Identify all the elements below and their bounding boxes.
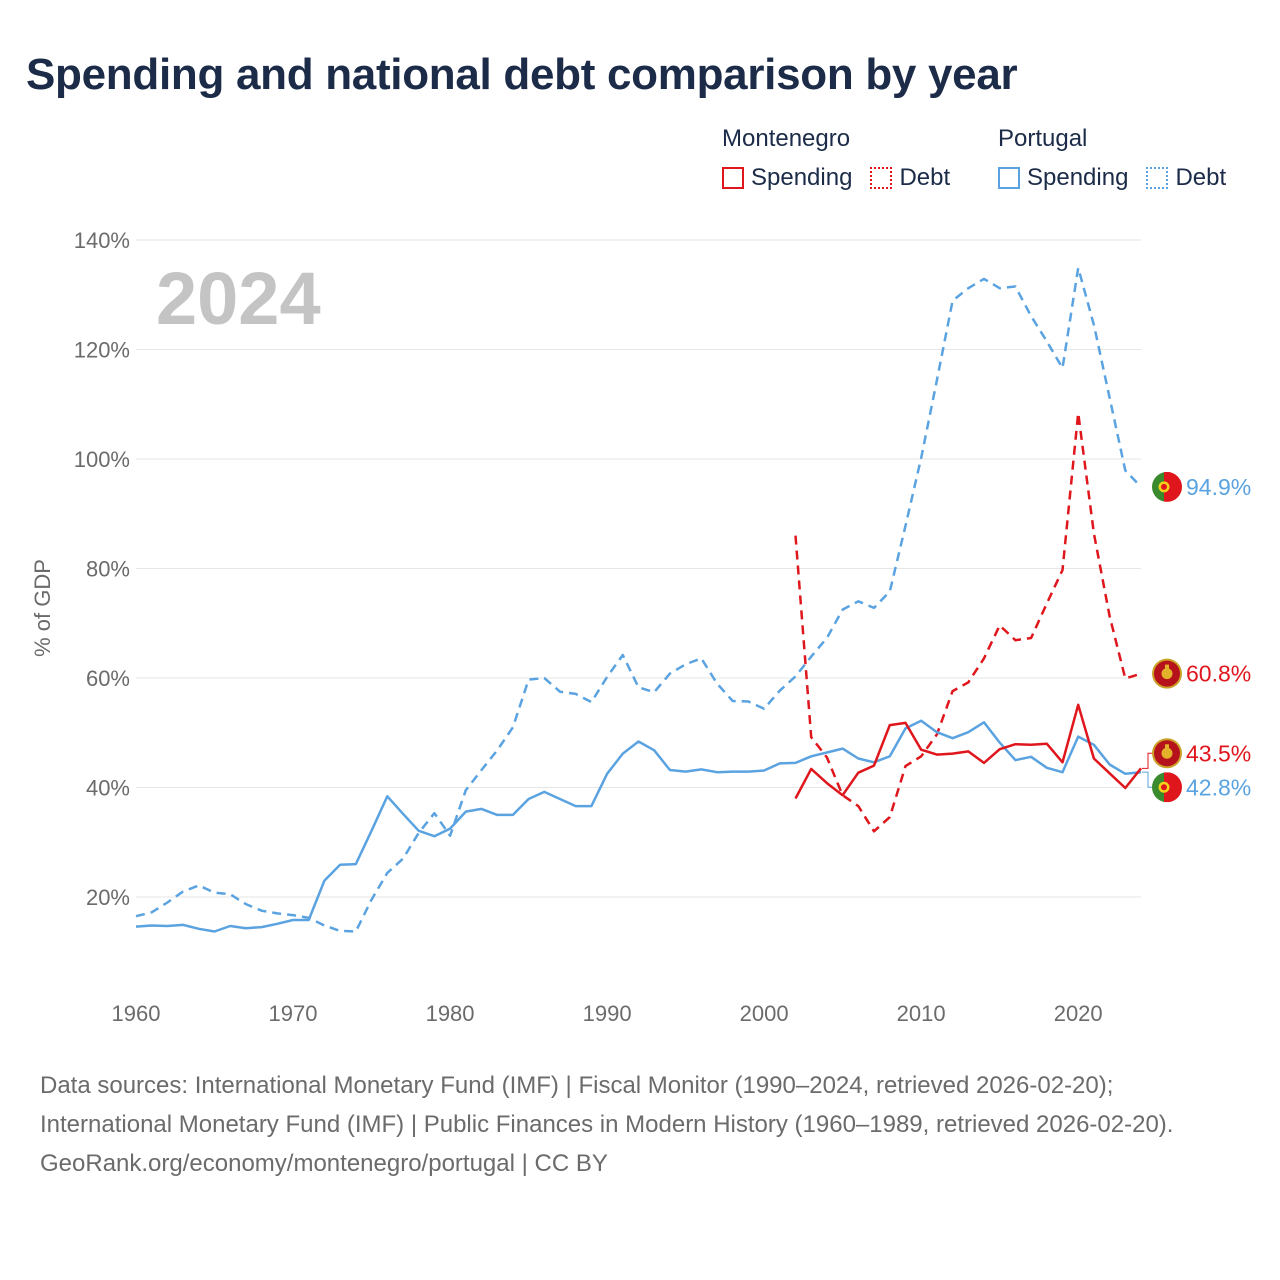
y-tick-label: 100% [74,447,130,472]
end-value-label: 60.8% [1186,661,1251,687]
legend-country-montenegro: Montenegro [722,125,851,152]
flag-stripe [1152,471,1164,502]
legend-country-portugal: Portugal [998,125,1088,152]
legend-item-portugal-spending[interactable]: Spending [998,164,1128,192]
y-tick-label: 80% [86,557,130,582]
portugal-flag-icon [1152,471,1182,502]
solid-line-swatch-icon [722,167,744,189]
dotted-line-swatch-icon [1146,167,1169,189]
y-tick-label: 140% [74,228,130,253]
legend-label-portugal-spending: Spending [1027,164,1129,191]
legend-montenegro: Montenegro Spending Debt [722,122,950,192]
end-value-label: 94.9% [1186,474,1251,500]
end-value-label: 42.8% [1186,774,1251,800]
montenegro-flag-icon [1152,658,1182,689]
y-axis-label: % of GDP [30,559,55,657]
x-tick-label: 2010 [897,1001,946,1026]
flag-emblem [1161,784,1167,791]
solid-line-swatch-icon [998,167,1020,189]
legend-label-montenegro-spending: Spending [751,164,853,191]
flag-stripe [1164,772,1182,803]
series-line-montenegro-spending [794,703,1142,800]
year-watermark: 2024 [156,257,321,340]
dotted-line-swatch-icon [870,167,893,189]
legend-item-portugal-debt[interactable]: Debt [1146,164,1226,192]
flag-emblem [1165,664,1169,669]
flag-stripe [1164,471,1182,502]
flag-emblem [1161,747,1173,759]
y-tick-label: 20% [86,885,130,910]
flag-emblem [1161,483,1167,490]
data-sources: Data sources: International Monetary Fun… [40,1072,1174,1138]
line-chart: 20% 40% 60% 80% 100% 120% 140% 1960 1970 1980 1990… [30,228,1251,1026]
legend-item-montenegro-spending[interactable]: Spending [722,164,852,192]
source-credit: GeoRank.org/economy/montenegro/portugal … [40,1150,608,1177]
series-line-portugal-debt [135,266,1142,933]
footer: Data sources: International Monetary Fun… [40,1066,1240,1183]
series-line-montenegro-debt [794,411,1142,833]
x-tick-label: 1990 [583,1001,632,1026]
y-tick-label: 60% [86,666,130,691]
end-value-label: 43.5% [1186,740,1251,766]
flag-emblem [1165,744,1169,749]
flag-emblem [1161,668,1173,680]
flag-stripe [1152,772,1164,803]
y-tick-label: 40% [86,776,130,801]
chart-title: Spending and national debt comparison by… [26,50,1018,99]
montenegro-flag-icon [1152,738,1182,769]
label-connector [1142,771,1154,788]
legend-item-montenegro-debt[interactable]: Debt [870,164,950,192]
label-connector [1142,752,1154,769]
series-line-portugal-spending [135,719,1142,933]
legend-label-portugal-debt: Debt [1175,164,1227,191]
x-tick-label: 1970 [269,1001,318,1026]
legend-label-montenegro-debt: Debt [899,164,951,191]
x-tick-label: 2000 [740,1001,789,1026]
portugal-flag-icon [1152,772,1182,803]
y-tick-label: 120% [74,338,130,363]
legend-portugal: Portugal Spending Debt [998,122,1226,192]
x-tick-label: 2020 [1054,1001,1103,1026]
x-tick-label: 1960 [112,1001,161,1026]
x-tick-label: 1980 [426,1001,475,1026]
